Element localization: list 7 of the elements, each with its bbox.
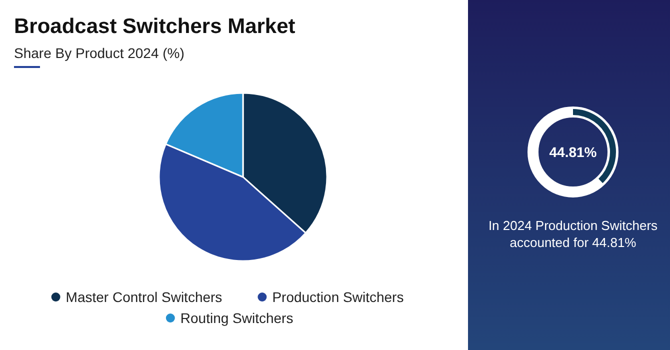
chart-title: Broadcast Switchers Market	[14, 15, 296, 38]
legend-label: Routing Switchers	[180, 310, 294, 326]
legend-label: Production Switchers	[272, 289, 404, 305]
legend-label: Master Control Switchers	[66, 289, 222, 305]
text: In 2024 Production Switchers accounted for 44.81%	[488, 218, 658, 250]
chart-subtitle: Share By Product 2024 (%)	[14, 45, 184, 61]
text: 44.81%	[549, 144, 598, 160]
